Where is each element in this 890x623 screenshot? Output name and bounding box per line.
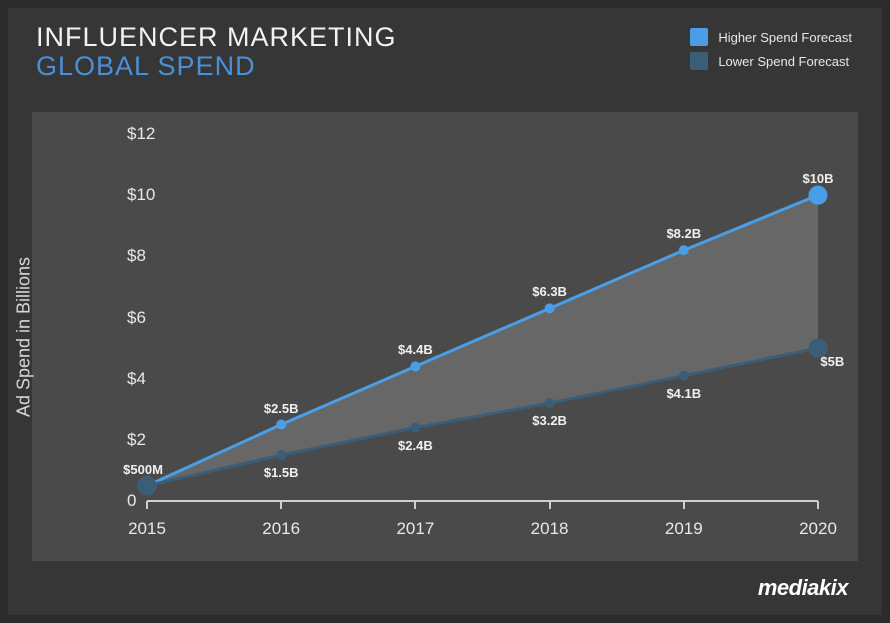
- data-point-label: $3.2B: [532, 413, 567, 428]
- x-axis-baseline: [147, 500, 818, 502]
- series-marker: [277, 451, 286, 460]
- x-tick-mark: [146, 501, 148, 509]
- data-point-label: $2.5B: [264, 401, 299, 416]
- x-tick-label: 2018: [531, 519, 569, 539]
- title-line-2: GLOBAL SPEND: [36, 51, 397, 82]
- plot-area: Ad Spend in Billions 0$2$4$6$8$10$122015…: [32, 112, 858, 561]
- series-marker: [545, 399, 554, 408]
- series-marker: [809, 186, 827, 204]
- legend-label: Higher Spend Forecast: [718, 30, 852, 45]
- title-line-1: INFLUENCER MARKETING: [36, 22, 397, 53]
- x-tick-label: 2019: [665, 519, 703, 539]
- legend: Higher Spend Forecast Lower Spend Forecas…: [690, 28, 852, 76]
- legend-swatch: [690, 28, 708, 46]
- data-point-label: $1.5B: [264, 465, 299, 480]
- chart-svg: [32, 112, 858, 561]
- inner-panel: INFLUENCER MARKETING GLOBAL SPEND Higher…: [8, 8, 882, 615]
- x-tick-mark: [549, 501, 551, 509]
- x-tick-label: 2020: [799, 519, 837, 539]
- series-marker: [411, 362, 420, 371]
- series-marker: [277, 420, 286, 429]
- legend-item: Lower Spend Forecast: [690, 52, 852, 70]
- legend-item: Higher Spend Forecast: [690, 28, 852, 46]
- data-point-label: $5B: [820, 354, 844, 369]
- forecast-range-area: [147, 195, 818, 486]
- chart-title: INFLUENCER MARKETING GLOBAL SPEND: [36, 22, 397, 82]
- series-marker: [679, 371, 688, 380]
- legend-label: Lower Spend Forecast: [718, 54, 849, 69]
- series-marker: [545, 304, 554, 313]
- x-tick-label: 2015: [128, 519, 166, 539]
- legend-swatch: [690, 52, 708, 70]
- data-point-label: $4.4B: [398, 342, 433, 357]
- x-tick-mark: [817, 501, 819, 509]
- series-marker: [679, 246, 688, 255]
- data-point-label: $10B: [802, 171, 833, 186]
- x-tick-label: 2016: [262, 519, 300, 539]
- data-point-label: $4.1B: [666, 386, 701, 401]
- data-point-label: $2.4B: [398, 438, 433, 453]
- series-marker: [138, 477, 156, 495]
- data-point-label: $8.2B: [666, 226, 701, 241]
- data-point-label: $500M: [123, 462, 163, 477]
- x-tick-mark: [280, 501, 282, 509]
- brand-logo: mediakix: [758, 575, 848, 601]
- x-tick-mark: [683, 501, 685, 509]
- outer-frame: INFLUENCER MARKETING GLOBAL SPEND Higher…: [0, 0, 890, 623]
- x-tick-mark: [414, 501, 416, 509]
- series-marker: [411, 423, 420, 432]
- data-point-label: $6.3B: [532, 284, 567, 299]
- x-tick-label: 2017: [396, 519, 434, 539]
